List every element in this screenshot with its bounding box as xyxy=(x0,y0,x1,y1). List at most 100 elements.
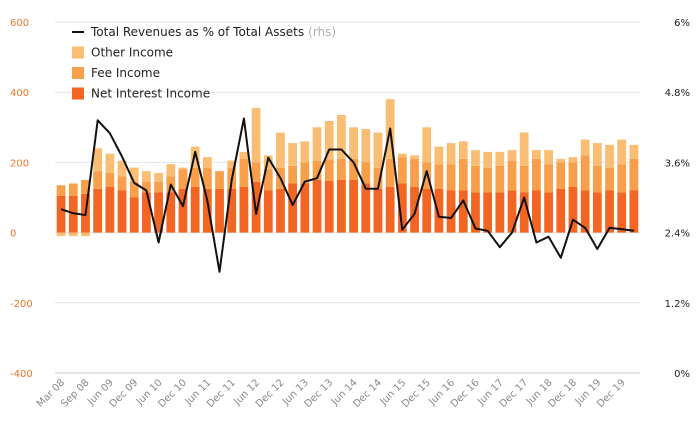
bar-net-interest-income xyxy=(532,190,541,233)
bar-fee-income xyxy=(580,155,590,191)
bar-fee-income xyxy=(312,160,322,180)
bar-other-income xyxy=(93,148,103,172)
bar-other-income xyxy=(81,232,90,237)
y-tick-label: 200 xyxy=(10,158,29,169)
bar-net-interest-income xyxy=(446,190,456,233)
bar-other-income xyxy=(239,151,249,159)
bar-other-income xyxy=(483,151,493,168)
bar-other-income xyxy=(556,158,566,163)
bar-fee-income xyxy=(629,158,639,191)
y-tick-label: 600 xyxy=(10,18,29,29)
bar-fee-income xyxy=(556,162,566,189)
bar-net-interest-income xyxy=(471,192,480,233)
bar-other-income xyxy=(434,146,444,165)
bar-net-interest-income xyxy=(154,192,163,233)
bar-fee-income xyxy=(288,165,298,184)
bar-fee-income xyxy=(544,164,553,193)
bar-other-income xyxy=(251,107,261,163)
bar-other-income xyxy=(397,153,407,158)
bar-net-interest-income xyxy=(349,179,358,233)
y-tick-label: -200 xyxy=(10,299,33,310)
bar-fee-income xyxy=(605,167,614,191)
y2-tick-label: 0% xyxy=(674,369,690,380)
bar-fee-income xyxy=(446,164,456,191)
y-tick-label: 0 xyxy=(10,229,16,240)
bar-fee-income xyxy=(239,158,249,187)
bar-fee-income xyxy=(361,162,371,184)
bar-other-income xyxy=(446,143,456,165)
bar-other-income xyxy=(142,171,151,182)
bar-fee-income xyxy=(81,179,90,194)
bar-other-income xyxy=(617,139,627,165)
bar-fee-income xyxy=(397,157,407,184)
legend-label: Other Income xyxy=(91,46,173,60)
bar-fee-income xyxy=(215,171,224,189)
bar-fee-income xyxy=(93,171,103,189)
legend-label: Net Interest Income xyxy=(91,87,210,101)
bar-net-interest-income xyxy=(215,188,224,233)
bar-net-interest-income xyxy=(556,188,566,233)
bar-net-interest-income xyxy=(337,179,346,233)
legend-swatch xyxy=(72,46,84,59)
bar-other-income xyxy=(629,144,639,159)
bar-other-income xyxy=(519,132,529,166)
bar-net-interest-income xyxy=(227,188,237,233)
bar-net-interest-income xyxy=(93,188,103,233)
bar-other-income xyxy=(544,150,553,165)
bar-other-income xyxy=(410,155,419,159)
bar-net-interest-income xyxy=(568,186,578,233)
bar-net-interest-income xyxy=(458,190,468,233)
bar-other-income xyxy=(276,132,285,168)
bar-other-income xyxy=(154,172,163,182)
bar-fee-income xyxy=(337,158,346,180)
legend-swatch xyxy=(72,87,84,100)
y2-tick-label: 2.4% xyxy=(665,229,690,240)
bar-fee-income xyxy=(592,165,602,193)
bar-other-income xyxy=(227,160,237,168)
bar-fee-income xyxy=(471,165,480,193)
bar-net-interest-income xyxy=(117,190,127,233)
bar-fee-income xyxy=(507,160,517,191)
bar-fee-income xyxy=(142,181,151,193)
bar-net-interest-income xyxy=(605,190,614,233)
bar-fee-income xyxy=(68,183,78,196)
bar-net-interest-income xyxy=(239,186,249,233)
bar-other-income xyxy=(592,143,602,166)
bar-fee-income xyxy=(154,181,163,193)
bar-net-interest-income xyxy=(580,190,590,233)
legend-note: (rhs) xyxy=(308,25,336,39)
bar-net-interest-income xyxy=(410,186,419,233)
bar-net-interest-income xyxy=(483,192,493,233)
bar-fee-income xyxy=(434,164,444,189)
bar-other-income xyxy=(495,151,505,166)
bar-net-interest-income xyxy=(507,190,517,233)
legend-swatch xyxy=(72,67,84,79)
bar-other-income xyxy=(532,150,541,159)
bar-fee-income xyxy=(324,159,334,181)
bar-fee-income xyxy=(300,162,310,184)
bar-other-income xyxy=(68,232,78,237)
bar-other-income xyxy=(166,164,176,177)
bar-fee-income xyxy=(190,167,200,187)
y2-tick-label: 6% xyxy=(674,18,690,29)
bar-fee-income xyxy=(202,167,212,189)
bar-net-interest-income xyxy=(361,183,371,233)
bar-net-interest-income xyxy=(56,195,66,233)
bar-other-income xyxy=(568,157,578,163)
bar-other-income xyxy=(605,144,614,168)
bar-fee-income xyxy=(373,167,383,189)
bar-net-interest-income xyxy=(544,192,553,233)
bar-fee-income xyxy=(519,165,529,193)
bar-net-interest-income xyxy=(519,192,529,233)
y-tick-label: -400 xyxy=(10,369,33,380)
bar-other-income xyxy=(300,141,310,163)
bar-fee-income xyxy=(251,162,261,182)
line-total-revenues-pct xyxy=(60,117,635,273)
y2-tick-label: 1.2% xyxy=(665,299,690,310)
bar-other-income xyxy=(312,127,322,161)
bar-other-income xyxy=(178,167,188,170)
bar-fee-income xyxy=(349,158,358,180)
bar-net-interest-income xyxy=(373,188,383,233)
